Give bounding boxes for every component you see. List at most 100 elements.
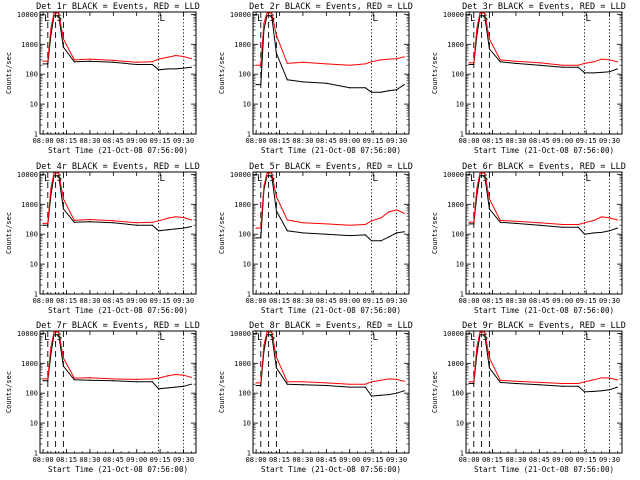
events-data-point [73, 379, 75, 381]
events-data-point [473, 382, 475, 385]
lld-data-point [577, 64, 579, 66]
event-marker-label: S [483, 333, 488, 343]
lld-data-point [380, 379, 382, 381]
events-data-point [583, 233, 586, 235]
panel-title: Det 6r BLACK = Events, RED = LLD [462, 162, 626, 172]
lld-data-point [468, 381, 470, 383]
y-axis-label: Counts/sec [218, 52, 226, 94]
panel-title: Det 3r BLACK = Events, RED = LLD [462, 2, 626, 12]
events-data-point [380, 394, 382, 396]
lld-data-point [583, 381, 586, 383]
lld-data-point [473, 221, 475, 223]
events-data-point [302, 81, 304, 83]
lld-data-point [468, 62, 470, 64]
events-data-point [349, 386, 351, 388]
lld-data-point [53, 172, 55, 174]
events-data-point [255, 237, 257, 239]
events-data-point [73, 61, 75, 63]
lld-data-point [364, 63, 366, 65]
y-tick-label: 10000 [230, 330, 251, 338]
lld-data-point [47, 378, 49, 380]
x-tick-label: 08:00 [459, 456, 480, 464]
events-data-point [349, 234, 351, 237]
panel-title: Det 9r BLACK = Events, RED = LLD [462, 321, 626, 331]
lld-data-point [616, 219, 618, 221]
detector-panel-6: Det 6r BLACK = Events, RED = LLD Counts/s… [431, 162, 626, 315]
x-tick-label: 09:15 [576, 137, 597, 145]
lld-data-point [286, 62, 288, 64]
x-tick-label: 09:15 [363, 137, 384, 145]
x-tick-label: 09:15 [576, 456, 597, 464]
lld-data-point [499, 219, 501, 221]
events-series-line [469, 15, 618, 74]
events-data-point [499, 221, 501, 223]
events-data-point [157, 388, 160, 390]
y-tick-label: 1000 [234, 360, 251, 368]
x-tick-label: 08:45 [529, 297, 550, 305]
events-data-point [47, 380, 49, 382]
lld-data-point [271, 12, 273, 14]
events-data-point [488, 48, 490, 50]
x-tick-label: 08:45 [316, 456, 337, 464]
events-data-point [488, 208, 490, 210]
lld-data-point [255, 227, 257, 229]
events-data-point [488, 367, 490, 369]
lld-data-point [403, 212, 405, 214]
x-tick-label: 08:00 [459, 137, 480, 145]
lld-data-point [601, 377, 603, 379]
event-marker-label: L [44, 174, 49, 184]
events-data-point [47, 63, 49, 65]
lld-data-point [112, 59, 114, 61]
lld-series-line [469, 331, 618, 384]
detector-panel-7: Det 7r BLACK = Events, RED = LLD Counts/s… [5, 321, 200, 474]
y-tick-label: 10 [243, 101, 251, 109]
panel-title: Det 2r BLACK = Events, RED = LLD [249, 2, 413, 12]
events-data-point [190, 225, 192, 228]
events-data-point [325, 82, 327, 84]
lld-data-point [364, 223, 366, 226]
x-tick-label: 08:15 [482, 137, 503, 145]
panel-title: Det 7r BLACK = Events, RED = LLD [36, 321, 200, 331]
detector-panel-9: Det 9r BLACK = Events, RED = LLD Counts/s… [431, 321, 626, 474]
events-data-point [380, 91, 382, 93]
x-tick-label: 08:30 [505, 297, 526, 305]
events-data-point [302, 232, 304, 234]
x-tick-label: 09:00 [126, 297, 147, 305]
lld-data-point [515, 380, 517, 382]
event-marker-label: L [160, 333, 165, 343]
x-tick-label: 09:00 [552, 297, 573, 305]
lld-data-point [488, 198, 490, 200]
plot-frame [252, 330, 410, 454]
lld-data-point [608, 377, 611, 379]
x-tick-label: 08:30 [505, 456, 526, 464]
lld-data-point [58, 12, 60, 14]
lld-data-point [50, 27, 52, 29]
lld-data-point [468, 221, 470, 223]
lld-data-point [488, 38, 490, 40]
events-data-point [608, 230, 611, 232]
lld-data-point [593, 379, 595, 381]
plot-frame [39, 11, 197, 135]
y-tick-label: 1 [34, 291, 38, 299]
y-tick-label: 100 [451, 231, 464, 239]
lld-data-point [370, 61, 373, 63]
x-tick-label: 08:15 [269, 297, 290, 305]
x-tick-label: 09:00 [552, 137, 573, 145]
lld-data-point [73, 59, 75, 61]
events-data-point [538, 384, 540, 386]
events-data-point [182, 67, 185, 69]
x-tick-label: 08:45 [529, 137, 550, 145]
lld-data-point [263, 344, 265, 346]
lld-data-point [50, 346, 52, 348]
lld-data-point [370, 381, 373, 383]
lld-data-point [325, 223, 327, 225]
y-tick-label: 1 [460, 131, 464, 139]
lld-data-point [577, 382, 579, 385]
lld-data-point [479, 172, 481, 174]
lld-data-point [89, 377, 91, 379]
x-tick-label: 08:00 [33, 456, 54, 464]
lld-data-point [62, 357, 64, 359]
events-data-point [157, 230, 160, 232]
lld-data-point [583, 62, 586, 64]
lld-data-point [175, 54, 177, 57]
